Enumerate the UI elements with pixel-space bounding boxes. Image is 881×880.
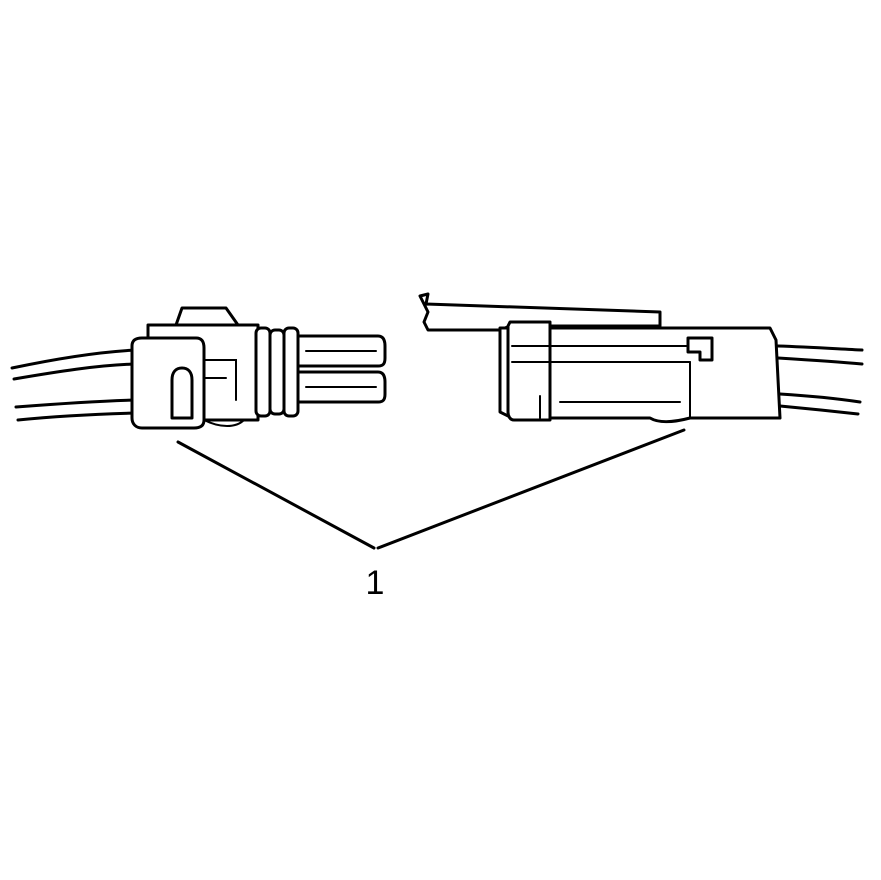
left-wire-harness [10, 348, 138, 422]
left-connector-seal [254, 326, 300, 418]
left-connector-housing [130, 306, 260, 430]
right-connector-housing [418, 292, 782, 424]
callout-leader-lines [176, 428, 686, 550]
right-wire-harness [776, 344, 864, 416]
left-connector-terminals [296, 334, 387, 404]
callout-label: 1 [366, 564, 385, 602]
